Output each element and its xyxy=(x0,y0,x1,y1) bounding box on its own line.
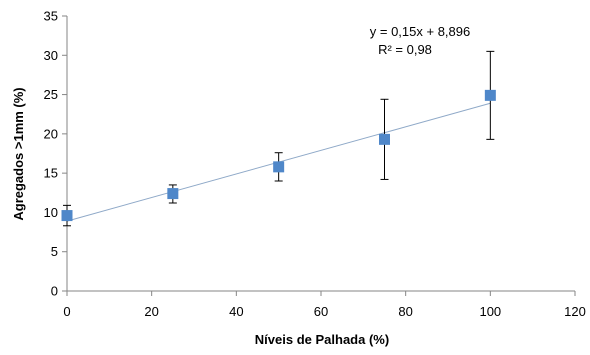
x-tick-label: 40 xyxy=(229,304,243,319)
y-tick-label: 30 xyxy=(44,48,58,63)
x-tick-label: 60 xyxy=(314,304,328,319)
y-tick-label: 35 xyxy=(44,9,58,24)
data-point xyxy=(167,188,179,200)
y-tick-label: 15 xyxy=(44,166,58,181)
data-point xyxy=(379,133,390,145)
y-tick-label: 5 xyxy=(51,244,58,259)
y-axis-title: Agregados >1mm (%) xyxy=(11,87,26,220)
x-tick-label: 80 xyxy=(398,304,412,319)
data-point xyxy=(273,161,285,173)
y-tick-label: 25 xyxy=(44,87,58,102)
r-squared-label: R² = 0,98 xyxy=(378,42,432,57)
x-tick-label: 20 xyxy=(144,304,158,319)
regression-equation: y = 0,15x + 8,896 xyxy=(370,24,470,39)
y-tick-label: 0 xyxy=(51,284,58,299)
errorbars-group xyxy=(63,50,495,227)
x-axis-title: Níveis de Palhada (%) xyxy=(255,332,389,347)
points-group xyxy=(61,89,496,222)
x-tick-label: 100 xyxy=(479,304,501,319)
x-tick-label: 120 xyxy=(564,304,586,319)
data-point xyxy=(61,210,73,222)
axes-group: 0 5 10 15 20 25 30 35 0 20 40 60 80 100 120 xyxy=(44,9,586,320)
x-tick-label: 0 xyxy=(63,304,70,319)
data-point xyxy=(484,89,496,101)
y-tick-label: 10 xyxy=(44,205,58,220)
y-tick-label: 20 xyxy=(44,126,58,141)
